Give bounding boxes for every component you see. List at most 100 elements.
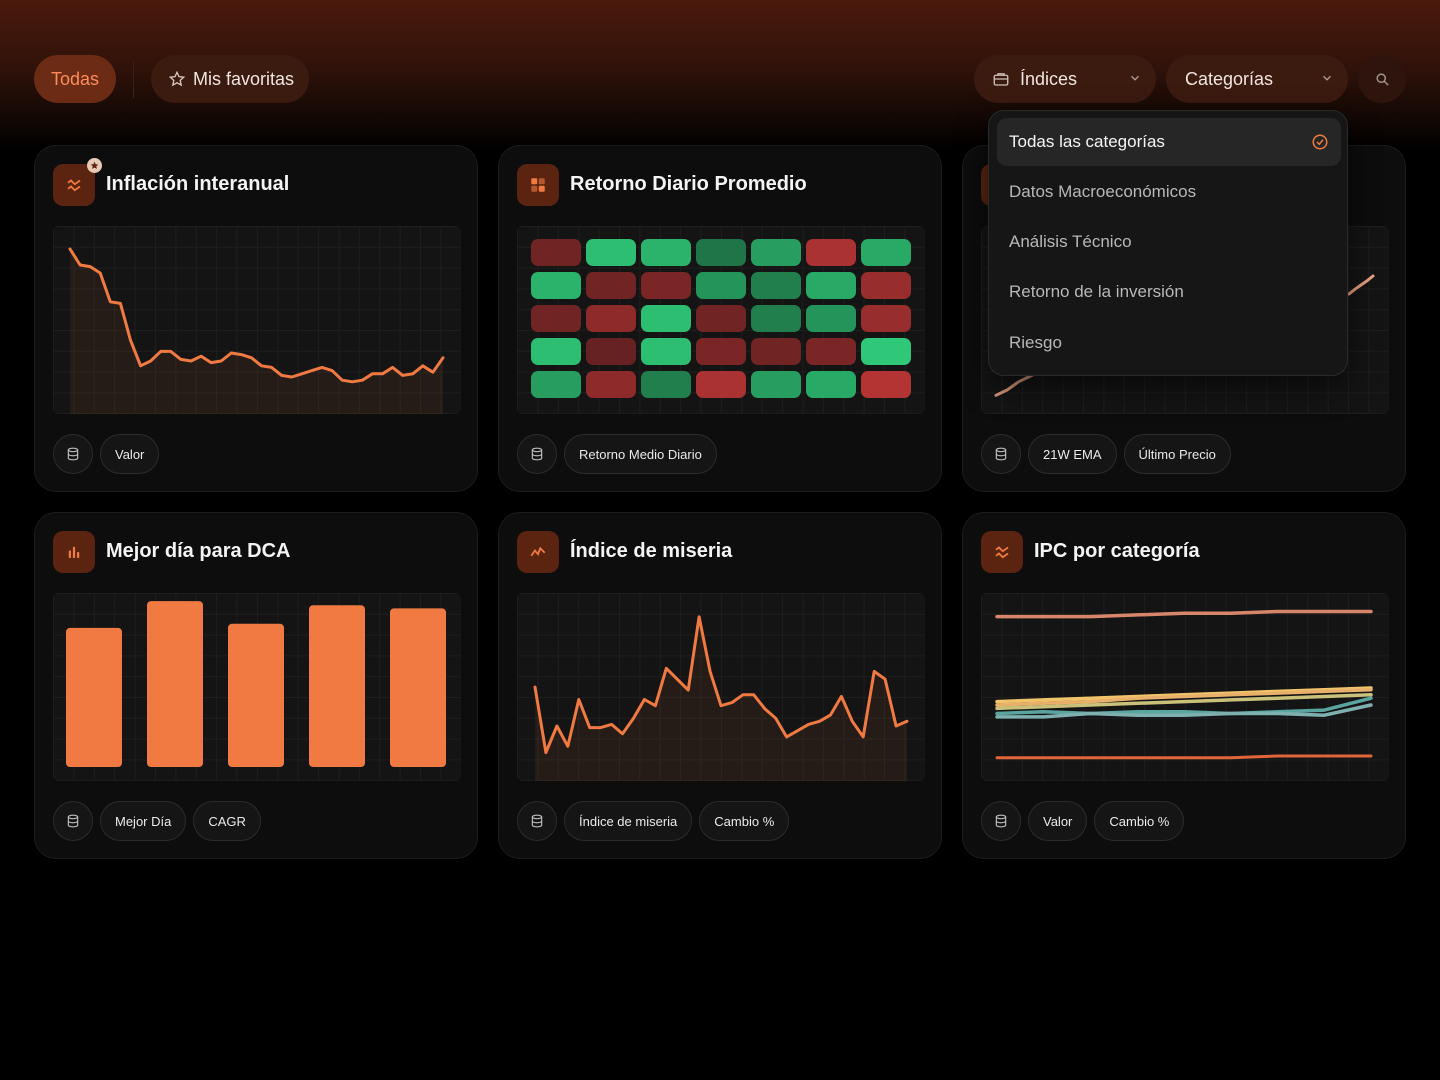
menu-item-label: Todas las categorías (1009, 132, 1165, 151)
database-icon (995, 814, 1007, 828)
star-icon (169, 71, 185, 87)
heatmap-cell (806, 305, 856, 332)
database-button[interactable] (53, 434, 93, 474)
favorite-badge-icon (87, 158, 102, 173)
series-line (995, 703, 1373, 719)
tag[interactable]: Valor (1028, 801, 1088, 841)
heatmap-cell (641, 272, 691, 299)
card-mejor-dia-dca[interactable]: Mejor día para DCA Mejor Día CAGR (34, 512, 478, 859)
database-button[interactable] (981, 434, 1021, 474)
bar-chart (53, 593, 461, 781)
heatmap-cell (641, 239, 691, 266)
search-button[interactable] (1358, 55, 1406, 103)
briefcase-icon (993, 73, 1009, 86)
card-retorno-diario[interactable]: Retorno Diario Promedio Retorno Medio Di… (498, 145, 942, 492)
card-icon (53, 164, 95, 206)
categories-label: Categorías (1185, 68, 1274, 89)
tag[interactable]: Valor (100, 434, 160, 474)
indices-dropdown[interactable]: Índices (974, 55, 1156, 103)
heatmap-cell (861, 371, 911, 398)
database-button[interactable] (981, 801, 1021, 841)
heatmap-cell (696, 272, 746, 299)
tag[interactable]: Último Precio (1123, 434, 1231, 474)
heatmap-cell (861, 338, 911, 365)
card-inflacion[interactable]: Inflación interanual Valor (34, 145, 478, 492)
heatmap-cell (586, 239, 636, 266)
series-line (995, 609, 1373, 619)
line-chart (981, 593, 1389, 781)
card-title: Retorno Diario Promedio (570, 173, 807, 195)
heatmap-cell (806, 371, 856, 398)
heatmap-chart (517, 226, 925, 414)
filter-all-label: Todas (50, 68, 100, 89)
tag-list: Mejor Día CAGR (53, 801, 261, 841)
filter-divider (133, 62, 134, 98)
check-circle-icon (1312, 134, 1328, 150)
heatmap-cell (806, 338, 856, 365)
indices-label: Índices (1020, 68, 1078, 89)
heatmap-cell (751, 305, 801, 332)
tag-list: Retorno Medio Diario (517, 434, 717, 474)
bar (147, 601, 203, 767)
database-icon (995, 447, 1007, 461)
card-icon (981, 531, 1023, 573)
bar (66, 627, 122, 767)
database-button[interactable] (517, 434, 557, 474)
tag[interactable]: CAGR (193, 801, 261, 841)
menu-item-label: Retorno de la inversión (1009, 282, 1184, 301)
heatmap-cell (861, 305, 911, 332)
series-line (995, 693, 1373, 711)
favorites-button[interactable]: Mis favoritas (151, 55, 309, 103)
tag[interactable]: Cambio % (699, 801, 790, 841)
series-line (995, 754, 1373, 760)
card-title: IPC por categoría (1034, 540, 1200, 562)
menu-item-retorno[interactable]: Retorno de la inversión (997, 268, 1341, 316)
bar (228, 623, 284, 767)
tag[interactable]: Retorno Medio Diario (564, 434, 717, 474)
bar (309, 605, 365, 767)
database-icon (531, 814, 543, 828)
tag-list: Valor Cambio % (981, 801, 1185, 841)
series-line (1347, 274, 1375, 296)
categories-dropdown[interactable]: Categorías (1166, 55, 1348, 103)
area-fill (70, 249, 443, 414)
bar-chart-icon (68, 546, 80, 558)
tag[interactable]: 21W EMA (1028, 434, 1117, 474)
search-icon (1375, 72, 1389, 86)
tag[interactable]: Índice de miseria (564, 801, 693, 841)
heatmap-cell (751, 272, 801, 299)
series-line (533, 615, 909, 754)
heatmap-cell (861, 239, 911, 266)
categories-menu: Todas las categorías Datos Macroeconómic… (988, 110, 1348, 376)
card-ipc-categoria[interactable]: IPC por categoría Valor Cambio % (962, 512, 1406, 859)
database-button[interactable] (517, 801, 557, 841)
heatmap-cell (696, 305, 746, 332)
menu-item-macro[interactable]: Datos Macroeconómicos (997, 168, 1341, 216)
heatmap-cell (586, 338, 636, 365)
menu-item-label: Datos Macroeconómicos (1009, 182, 1197, 201)
heatmap-cell (751, 338, 801, 365)
trend-icon (67, 179, 81, 192)
card-title: Inflación interanual (106, 173, 290, 195)
chevron-down-icon (1130, 75, 1140, 81)
heatmap-cell (531, 272, 581, 299)
area-fill (535, 616, 907, 781)
menu-item-label: Análisis Técnico (1009, 232, 1132, 251)
menu-item-todas[interactable]: Todas las categorías (997, 118, 1341, 166)
menu-item-riesgo[interactable]: Riesgo (997, 319, 1341, 367)
tag[interactable]: Mejor Día (100, 801, 187, 841)
tag[interactable]: Cambio % (1094, 801, 1185, 841)
menu-item-tecnico[interactable]: Análisis Técnico (997, 218, 1341, 266)
filter-all-button[interactable]: Todas (34, 55, 116, 103)
trend-icon (995, 546, 1009, 559)
card-title: Mejor día para DCA (106, 540, 291, 562)
card-indice-miseria[interactable]: Índice de miseria Índice de miseria Camb… (498, 512, 942, 859)
grid-icon (531, 178, 545, 192)
heatmap-cell (586, 371, 636, 398)
heatmap-cell (531, 371, 581, 398)
heatmap-cell (751, 239, 801, 266)
card-icon (53, 531, 95, 573)
database-button[interactable] (53, 801, 93, 841)
tag-list: Valor (53, 434, 160, 474)
heatmap-cell (806, 272, 856, 299)
